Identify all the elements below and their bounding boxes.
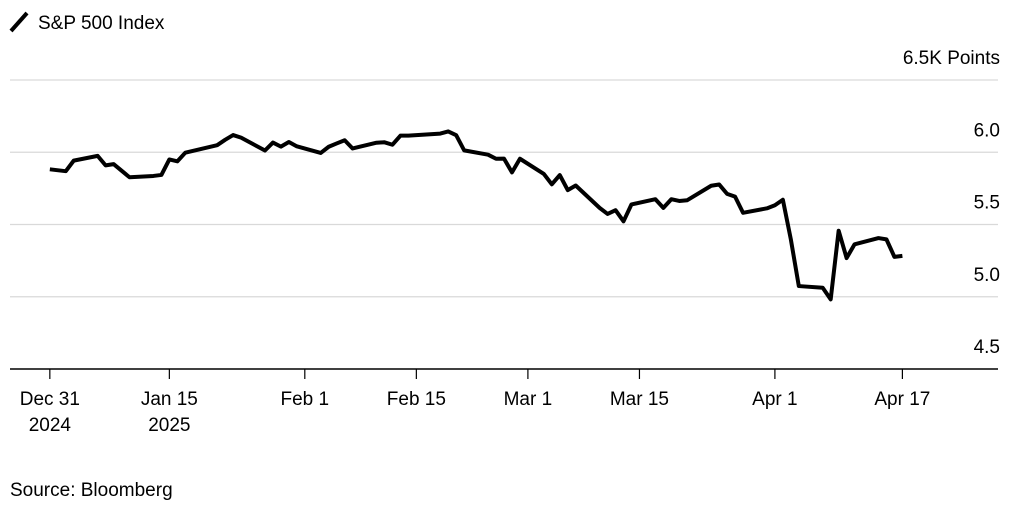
y-tick-label: 6.5K Points [903, 48, 1000, 69]
x-tick-label: Apr 1 [752, 389, 798, 410]
x-tick-label: Feb 15 [386, 389, 446, 410]
source: Source: Bloomberg [10, 480, 173, 501]
y-tick-label: 5.0 [974, 265, 1000, 286]
x-tick-label: Feb 1 [280, 389, 330, 410]
y-tick-label: 6.0 [974, 120, 1000, 141]
x-tick-label: Dec 31 2024 [19, 389, 80, 436]
x-tick-label: Apr 17 [874, 389, 931, 410]
x-tick-label: Jan 15 2025 [140, 389, 198, 436]
y-tick-label: 4.5 [974, 337, 1000, 358]
legend-label: S&P 500 Index [38, 13, 165, 34]
x-tick-label: Mar 1 [503, 389, 553, 410]
legend-swatch [9, 11, 29, 33]
x-tick-label: Mar 15 [609, 389, 669, 410]
y-tick-label: 5.5 [974, 193, 1000, 214]
series-line [49, 129, 903, 302]
